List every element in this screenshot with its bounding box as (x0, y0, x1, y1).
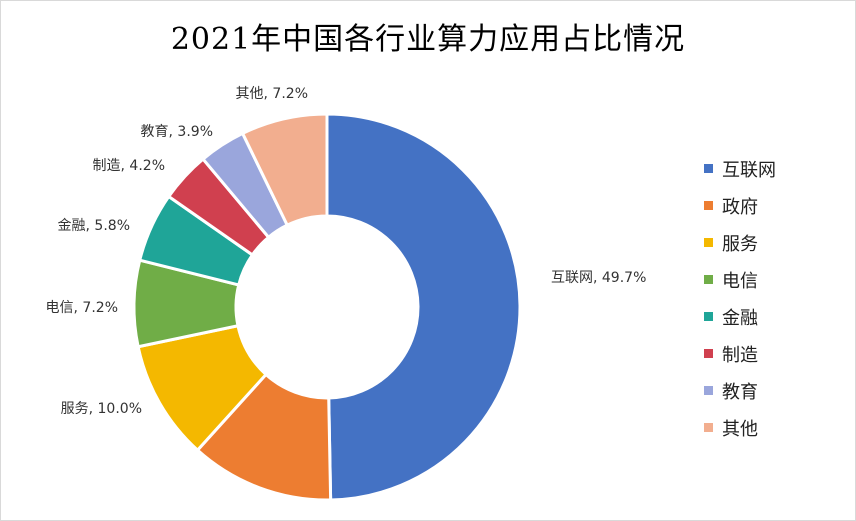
legend-swatch (704, 312, 713, 321)
legend-label: 教育 (722, 381, 758, 403)
legend-swatch (704, 201, 713, 210)
slice-1 (325, 112, 522, 502)
legend-item-2: 政府 (704, 187, 776, 224)
legend-item-8: 其他 (704, 409, 776, 446)
legend-label: 金融 (722, 307, 758, 329)
legend-item-6: 制造 (704, 335, 776, 372)
legend-swatch (704, 164, 713, 173)
legend-swatch (704, 275, 713, 284)
legend-swatch (704, 238, 713, 247)
legend-label: 服务 (722, 233, 758, 255)
data-label-4: 电信, 7.2% (46, 300, 118, 316)
legend-label: 其他 (722, 418, 758, 440)
legend-item-5: 金融 (704, 298, 776, 335)
data-label-5: 金融, 5.8% (58, 218, 130, 234)
data-label-3: 服务, 10.0% (61, 401, 142, 417)
legend-item-7: 教育 (704, 372, 776, 409)
legend-item-4: 电信 (704, 261, 776, 298)
data-label-6: 制造, 4.2% (93, 158, 165, 174)
data-label-8: 其他, 7.2% (236, 86, 308, 102)
chart-title: 2021年中国各行业算力应用占比情况 (170, 22, 686, 57)
legend-swatch (704, 423, 713, 432)
legend-item-3: 服务 (704, 224, 776, 261)
legend-label: 互联网 (722, 159, 776, 181)
legend-swatch (704, 349, 713, 358)
legend-label: 政府 (722, 196, 758, 218)
legend-item-1: 互联网 (704, 150, 776, 187)
legend-label: 电信 (722, 270, 758, 292)
data-label-7: 教育, 3.9% (141, 124, 213, 140)
legend-swatch (704, 386, 713, 395)
legend-label: 制造 (722, 344, 758, 366)
data-label-1: 互联网, 49.7% (551, 270, 646, 286)
slice-8 (240, 112, 329, 228)
chart-legend: 互联网政府服务电信金融制造教育其他 (704, 150, 776, 446)
